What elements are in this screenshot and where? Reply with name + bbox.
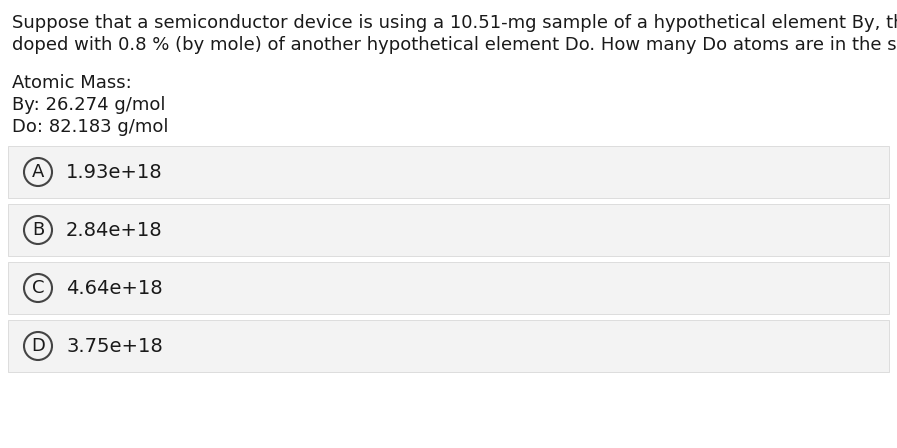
Text: A: A — [31, 163, 44, 181]
Text: D: D — [31, 337, 45, 355]
FancyBboxPatch shape — [8, 320, 889, 372]
FancyBboxPatch shape — [8, 146, 889, 198]
Text: Suppose that a semiconductor device is using a 10.51-mg sample of a hypothetical: Suppose that a semiconductor device is u… — [12, 14, 897, 32]
Text: 4.64e+18: 4.64e+18 — [66, 279, 162, 297]
Text: doped with 0.8 % (by mole) of another hypothetical element Do. How many Do atoms: doped with 0.8 % (by mole) of another hy… — [12, 36, 897, 54]
Text: Atomic Mass:: Atomic Mass: — [12, 74, 132, 92]
Text: B: B — [32, 221, 44, 239]
Text: 2.84e+18: 2.84e+18 — [66, 220, 162, 240]
Text: By: 26.274 g/mol: By: 26.274 g/mol — [12, 96, 166, 114]
Text: 1.93e+18: 1.93e+18 — [66, 163, 162, 181]
Text: 3.75e+18: 3.75e+18 — [66, 336, 162, 356]
FancyBboxPatch shape — [8, 262, 889, 314]
Text: C: C — [31, 279, 44, 297]
FancyBboxPatch shape — [8, 204, 889, 256]
Text: Do: 82.183 g/mol: Do: 82.183 g/mol — [12, 118, 169, 136]
